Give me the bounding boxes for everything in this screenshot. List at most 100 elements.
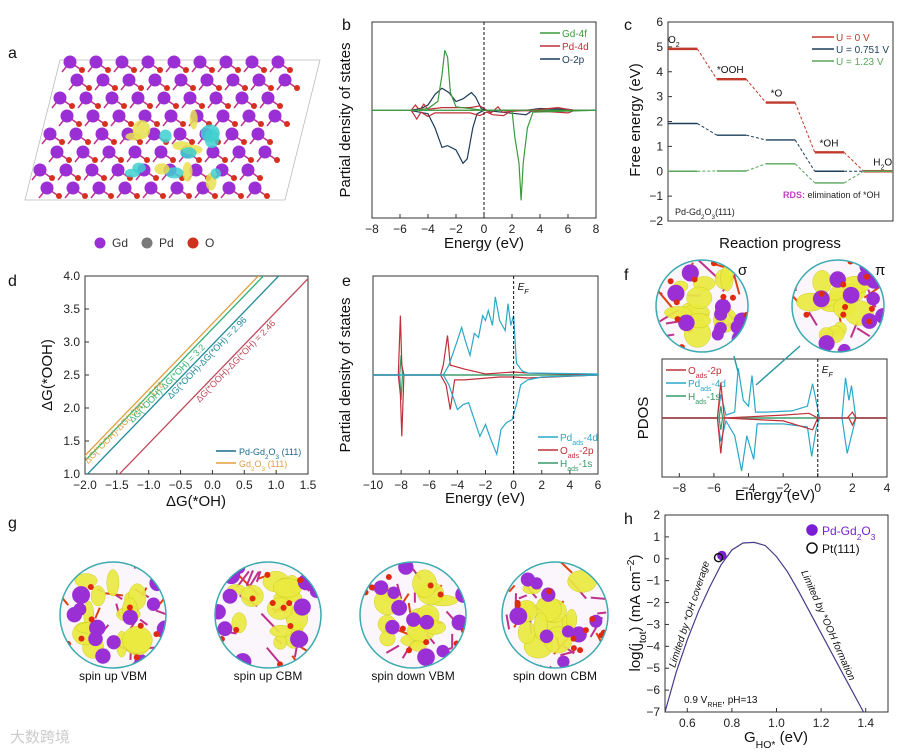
x-tick-label: −0.5 xyxy=(169,478,193,492)
charge-density-isosurface xyxy=(90,585,106,607)
gd-atom xyxy=(842,286,860,304)
x-tick-label: −8 xyxy=(365,222,379,236)
spin-density-1 xyxy=(59,561,167,669)
x-tick-label: 1.4 xyxy=(857,716,874,730)
o-atom xyxy=(209,67,215,73)
x-tick-label: −2.0 xyxy=(73,478,97,492)
chart-c: RDS: elimination of *OH xyxy=(667,21,894,222)
gd-atom xyxy=(219,55,233,69)
o-atom xyxy=(423,639,430,646)
gd-atom xyxy=(293,631,309,647)
gd-atom xyxy=(258,145,272,159)
annotation-left: Limited by *OH coverage xyxy=(667,559,712,669)
x-tick-label: −2 xyxy=(479,478,493,492)
o-atom xyxy=(729,294,736,301)
energy-connector xyxy=(794,102,816,153)
gd-atom xyxy=(164,109,178,123)
o-atom xyxy=(286,600,293,607)
gd-atom xyxy=(678,314,695,332)
o-atom xyxy=(673,299,680,306)
series-pd4d-up xyxy=(410,103,576,114)
o-atom xyxy=(183,67,189,73)
zoom-circle xyxy=(501,561,609,669)
o-atom xyxy=(138,85,144,91)
x-tick-label: 2 xyxy=(509,222,516,236)
gd-atom xyxy=(72,586,91,604)
spin-state-label: spin down CBM xyxy=(513,669,597,683)
gd-atom xyxy=(268,109,282,123)
x-tick-label: −4 xyxy=(742,481,756,495)
y-tick-label: −7 xyxy=(646,705,660,719)
o-atom xyxy=(803,311,810,318)
gd-atom xyxy=(53,91,67,105)
gd-atom xyxy=(217,621,233,637)
gd-atom xyxy=(812,290,830,308)
o-atom xyxy=(546,588,553,595)
x-tick-label: −4 xyxy=(421,222,435,236)
x-tick-label: −1.5 xyxy=(105,478,129,492)
step-label: O2 xyxy=(668,35,680,49)
gd-atom xyxy=(118,181,132,195)
o-atom xyxy=(170,157,176,163)
charge-density-isosurface xyxy=(125,132,142,141)
o-atom xyxy=(842,303,849,310)
o-atom xyxy=(60,573,67,580)
o-atom xyxy=(840,311,847,318)
o-atom xyxy=(231,175,237,181)
gd-atom xyxy=(43,127,57,141)
gd-atom xyxy=(92,181,106,195)
zoom-circle xyxy=(359,561,467,669)
spin-density-2 xyxy=(214,561,322,669)
o-atom xyxy=(570,635,577,642)
energy-connector xyxy=(746,134,766,141)
o-atom xyxy=(180,121,186,127)
legend-entry: Oads-2p xyxy=(560,446,594,460)
series-pdads4d-down xyxy=(662,417,887,472)
o-atom xyxy=(238,193,244,199)
x-tick-label: 4 xyxy=(567,478,574,492)
panel-label-h: h xyxy=(624,511,633,528)
o-atom xyxy=(87,583,94,590)
gd-atom xyxy=(373,580,389,595)
gd-atom xyxy=(102,145,116,159)
step-label: *O xyxy=(771,89,783,100)
y-axis-label: log(jtot) (mA cm−2) xyxy=(625,554,649,671)
orbital-pi xyxy=(791,259,885,353)
o-atom xyxy=(56,193,62,199)
x-tick-label: 0 xyxy=(481,222,488,236)
legend-entry: Hads-1s xyxy=(688,392,720,406)
legend-entry: Pdads-4d xyxy=(688,379,726,393)
gd-atom xyxy=(86,109,100,123)
gd-atom xyxy=(89,619,106,637)
y-tick-label: 3.0 xyxy=(63,335,80,349)
o-atom xyxy=(131,67,137,73)
gd-atom xyxy=(539,629,554,644)
gd-atom xyxy=(112,109,126,123)
o-atom xyxy=(85,139,91,145)
o-atom xyxy=(284,121,290,127)
o-atom xyxy=(216,85,222,91)
gd-atom xyxy=(206,145,220,159)
series-oads2p-up xyxy=(662,382,887,419)
gd-atom xyxy=(252,73,266,87)
x-axis-label: GHO* (eV) xyxy=(744,729,808,751)
gd-atom xyxy=(149,575,166,592)
gd-atom xyxy=(63,55,77,69)
energy-connector xyxy=(696,48,718,80)
gd-atom xyxy=(711,328,724,341)
x-tick-label: 1.5 xyxy=(300,478,317,492)
o-atom xyxy=(818,290,825,297)
y-tick-label: 3.5 xyxy=(63,302,80,316)
o-atom xyxy=(514,601,521,608)
o-atom xyxy=(101,175,107,181)
o-atom xyxy=(792,268,797,275)
o-atom xyxy=(102,121,108,127)
o-atom xyxy=(294,85,300,91)
gd-atom xyxy=(866,291,880,306)
o-atom xyxy=(582,627,589,634)
o-atom xyxy=(126,604,133,611)
gd-atom xyxy=(387,586,400,599)
x-tick-label: 0.6 xyxy=(679,716,696,730)
legend-entry: Pdads-4d xyxy=(560,433,598,447)
